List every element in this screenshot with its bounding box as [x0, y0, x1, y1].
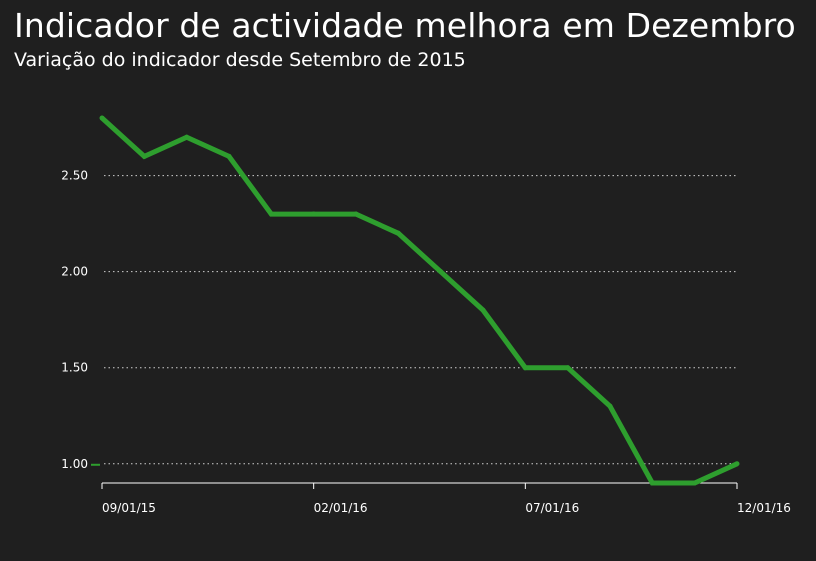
data-point [141, 153, 147, 159]
data-point [438, 269, 444, 275]
x-tick-label: 12/01/16 [737, 501, 791, 515]
data-point [184, 134, 190, 140]
y-tick-label: 2.50 [61, 169, 88, 183]
data-point [99, 115, 105, 121]
data-point [268, 211, 274, 217]
y-tick-label: 1.00 [61, 457, 88, 471]
x-tick-label: 09/01/15 [102, 501, 156, 515]
series-line [100, 116, 739, 486]
data-point [565, 365, 571, 371]
data-point [734, 461, 740, 467]
data-point [692, 480, 698, 486]
data-point [522, 365, 528, 371]
data-point [226, 153, 232, 159]
chart-title: Indicador de actividade melhora em Dezem… [14, 6, 796, 45]
data-point [311, 211, 317, 217]
data-point [395, 230, 401, 236]
data-point [480, 307, 486, 313]
series-layer [99, 115, 740, 486]
data-point [649, 480, 655, 486]
x-tick-label: 07/01/16 [525, 501, 579, 515]
grid-lines [91, 175, 737, 466]
tick-labels: 1.00 1.50 2.00 2.50 09/01/15 02/01/16 07/01/16… [61, 169, 791, 515]
chart-subtitle: Variação do indicador desde Setembro de … [14, 49, 466, 71]
y-tick-label: 1.50 [61, 361, 88, 375]
y-tick-label: 2.00 [61, 265, 88, 279]
x-axis [101, 482, 738, 489]
x-tick-label: 02/01/16 [314, 501, 368, 515]
data-point [353, 211, 359, 217]
data-point [607, 403, 613, 409]
